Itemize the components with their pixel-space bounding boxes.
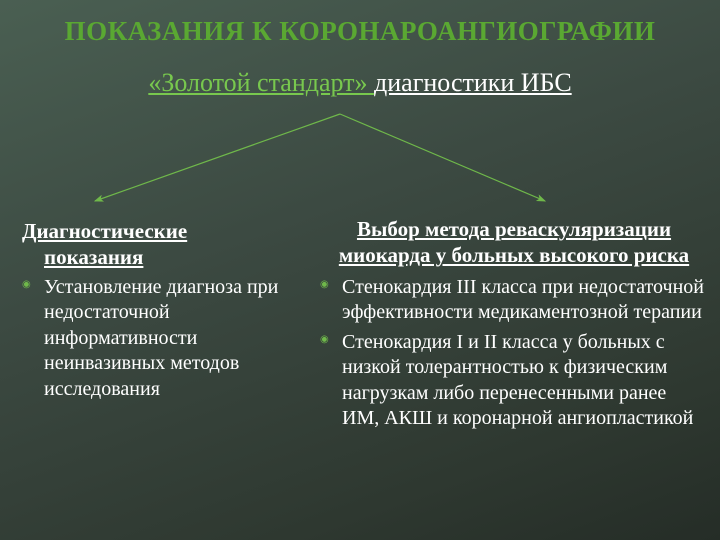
bullet-text: Стенокардия I и II класса у больных с ни… [342,331,693,430]
list-item: Установление диагноза при недостаточной … [22,275,302,403]
slide-subtitle: «Золотой стандарт» диагностики ИБС [0,68,720,98]
subtitle-prefix: «Золотой стандарт» [148,68,374,97]
right-bullets: Стенокардия III класса при недостаточной… [320,275,708,433]
left-header-line1: Диагностические [22,219,187,243]
right-header: Выбор метода реваскуляризации миокарда у… [320,216,708,269]
list-item: Стенокардия I и II класса у больных с ни… [320,330,708,432]
subtitle-suffix: диагностики ИБС [374,68,572,97]
slide-title: ПОКАЗАНИЯ К КОРОНАРОАНГИОГРАФИИ [0,16,720,47]
slide-title-text: ПОКАЗАНИЯ К КОРОНАРОАНГИОГРАФИИ [65,16,656,46]
left-column: Диагностические показания Установление д… [22,218,302,406]
bullet-text: Установление диагноза при недостаточной … [44,276,278,400]
bullet-text: Стенокардия III класса при недостаточной… [342,276,704,324]
list-item: Стенокардия III класса при недостаточной… [320,275,708,326]
left-header-line2: показания [22,244,302,270]
arrow-right [340,114,545,201]
left-header: Диагностические показания [22,218,302,271]
arrow-left [95,114,340,201]
right-header-text: Выбор метода реваскуляризации миокарда у… [339,217,689,267]
right-column: Выбор метода реваскуляризации миокарда у… [320,216,708,436]
left-bullets: Установление диагноза при недостаточной … [22,275,302,403]
branch-arrows [0,106,720,216]
